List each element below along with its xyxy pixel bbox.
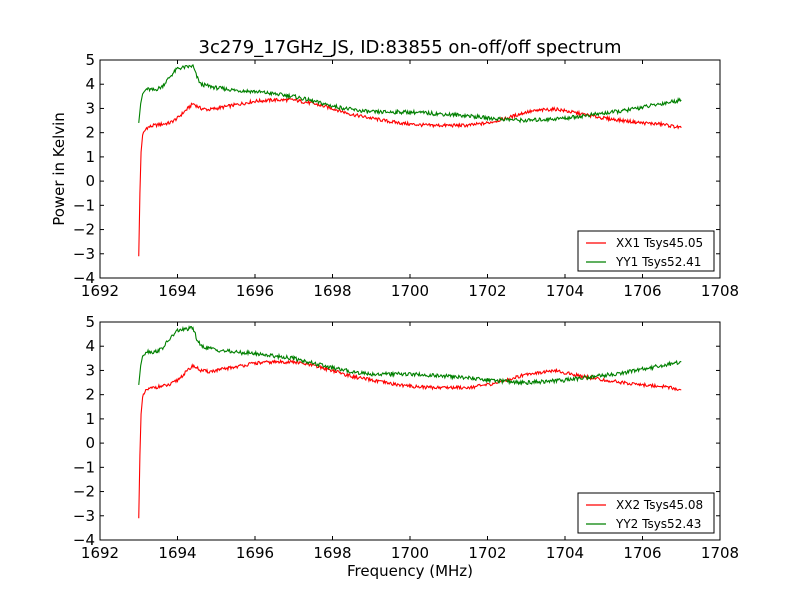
y-tick-label: 3	[85, 99, 95, 117]
x-tick-label: 1702	[468, 544, 506, 562]
x-tick-label: 1692	[81, 544, 119, 562]
x-tick-label: 1696	[236, 282, 274, 300]
y-tick-label: 3	[85, 361, 95, 379]
x-tick-label: 1702	[468, 282, 506, 300]
x-tick-label: 1694	[158, 544, 196, 562]
legend-entry: XX1 Tsys45.05	[616, 236, 703, 250]
x-tick-label: 1694	[158, 282, 196, 300]
x-axis-label: Frequency (MHz)	[347, 562, 473, 580]
y-tick-label: −4	[73, 269, 95, 287]
y-tick-label: 2	[85, 386, 95, 404]
y-axis-label: Power in Kelvin	[50, 112, 68, 226]
x-tick-label: 1708	[701, 544, 739, 562]
chart-title: 3c279_17GHz_JS, ID:83855 on-off/off spec…	[199, 37, 622, 58]
y-tick-label: 2	[85, 124, 95, 142]
y-tick-label: −2	[73, 221, 95, 239]
y-tick-label: −3	[73, 507, 95, 525]
x-tick-label: 1696	[236, 544, 274, 562]
series-line-xx	[138, 97, 682, 257]
y-tick-label: −2	[73, 483, 95, 501]
x-tick-label: 1700	[391, 282, 429, 300]
x-tick-label: 1698	[313, 282, 351, 300]
y-tick-label: 0	[85, 172, 95, 190]
series-line-yy	[138, 64, 682, 124]
legend-entry: YY1 Tsys52.41	[615, 255, 701, 269]
x-tick-label: 1708	[701, 282, 739, 300]
y-tick-label: −4	[73, 531, 95, 549]
legend-entry: XX2 Tsys45.08	[616, 498, 703, 512]
x-tick-label: 1706	[623, 282, 661, 300]
y-tick-label: −1	[73, 458, 95, 476]
legend-box	[577, 492, 715, 534]
y-tick-label: 5	[85, 313, 95, 331]
top-panel: 1692 1694 1696 1698 1700 1702 1704 1706 1708 −4 −3…	[73, 51, 739, 300]
y-tick-label: 5	[85, 51, 95, 69]
legend: XX2 Tsys45.08 YY2 Tsys52.43	[577, 492, 715, 534]
x-tick-label: 1704	[546, 282, 584, 300]
y-tick-label: −1	[73, 196, 95, 214]
bottom-panel: 1692 1694 1696 1698 1700 1702 1704 1706 1708 −4 −3…	[73, 313, 739, 562]
y-tick-label: −3	[73, 245, 95, 263]
y-tick-label: 0	[85, 434, 95, 452]
y-tick-label: 1	[85, 148, 95, 166]
series-line-yy	[138, 325, 682, 386]
x-tick-label: 1704	[546, 544, 584, 562]
legend-box	[577, 230, 715, 272]
x-tick-label: 1700	[391, 544, 429, 562]
y-tick-label: 4	[85, 337, 95, 355]
x-tick-label: 1692	[81, 282, 119, 300]
x-tick-label: 1698	[313, 544, 351, 562]
y-tick-label: 1	[85, 410, 95, 428]
y-tick-label: 4	[85, 75, 95, 93]
x-tick-label: 1706	[623, 544, 661, 562]
legend: XX1 Tsys45.05 YY1 Tsys52.41	[577, 230, 715, 272]
legend-entry: YY2 Tsys52.43	[615, 517, 701, 531]
